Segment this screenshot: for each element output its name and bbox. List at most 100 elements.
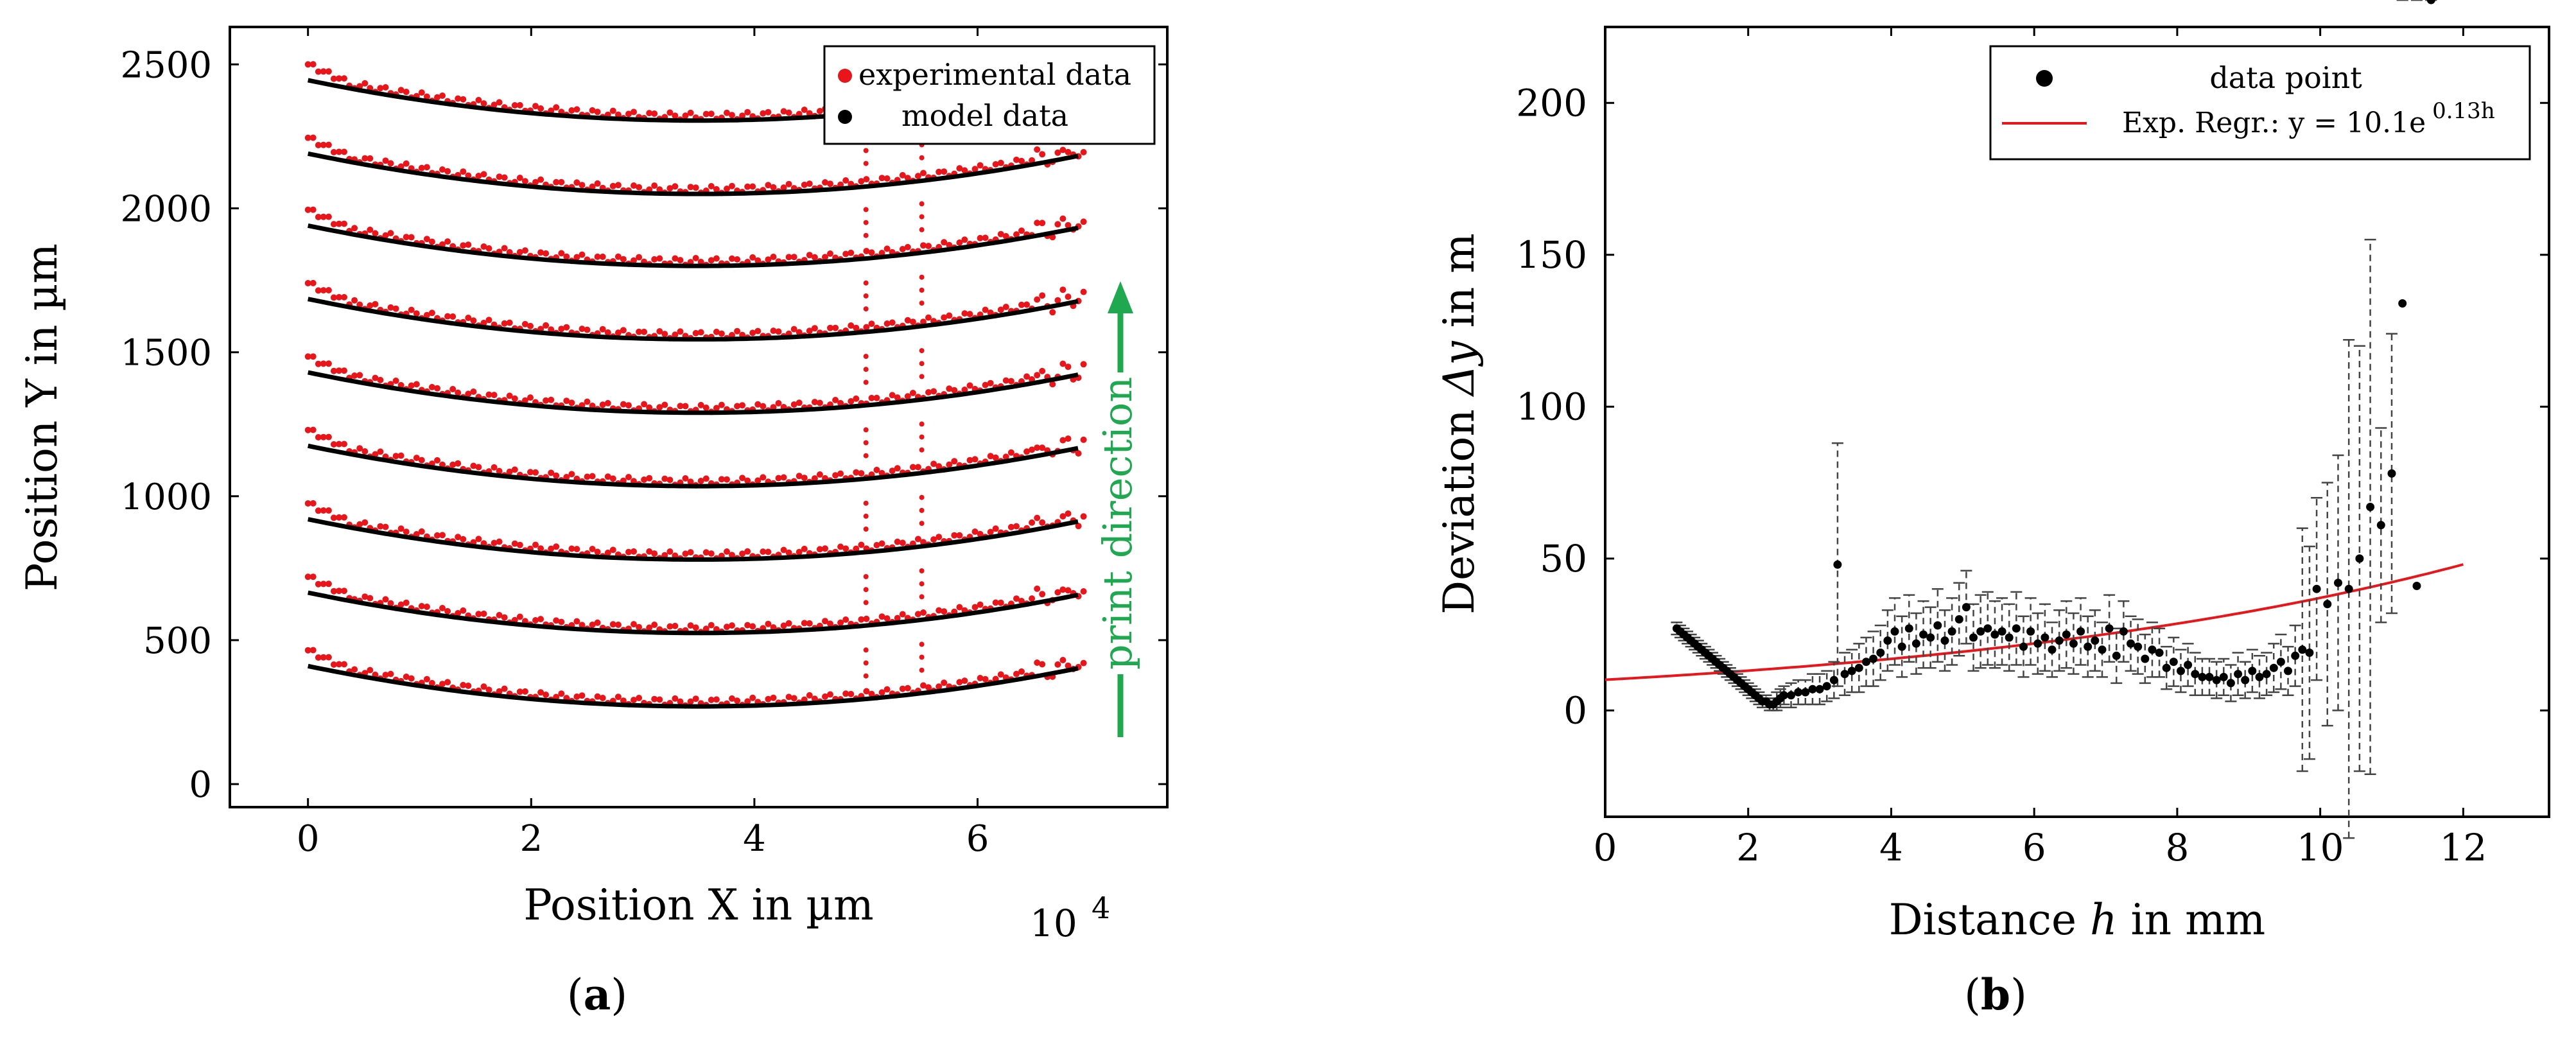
experimental-point xyxy=(309,500,317,507)
experimental-point xyxy=(336,440,342,448)
experimental-point xyxy=(941,608,948,615)
experimental-point xyxy=(631,182,637,189)
experimental-point xyxy=(1029,157,1036,164)
panel-b-x-tick-label: 10 xyxy=(2297,826,2344,869)
experimental-point xyxy=(418,89,425,96)
panel-a-legend-box xyxy=(823,45,1156,145)
experimental-point xyxy=(682,550,689,557)
experimental-point xyxy=(434,385,440,392)
panel-b-y-tick-label: 100 xyxy=(1516,385,1587,428)
experimental-point xyxy=(604,329,611,336)
data-point xyxy=(2387,469,2396,478)
experimental-point xyxy=(382,672,389,679)
experimental-point xyxy=(537,176,544,183)
experimental-point xyxy=(941,314,948,321)
experimental-point xyxy=(837,543,844,550)
experimental-point xyxy=(382,84,389,91)
experimental-point xyxy=(956,679,963,686)
experimental-point xyxy=(304,206,311,213)
model-curve-2 xyxy=(308,590,1079,636)
experimental-point xyxy=(765,109,772,116)
experimental-point xyxy=(387,600,394,607)
experimental-point xyxy=(682,475,689,482)
experimental-point xyxy=(341,148,347,155)
experimental-point xyxy=(692,695,699,702)
data-point xyxy=(1822,682,1831,691)
experimental-point xyxy=(914,173,921,180)
experimental-point xyxy=(822,545,828,552)
caption-a: (a) xyxy=(567,970,627,1020)
experimental-point xyxy=(636,623,643,631)
experimental-point xyxy=(491,392,498,399)
experimental-point xyxy=(397,601,405,608)
experimental-point xyxy=(336,293,342,301)
experimental-point xyxy=(1080,288,1087,295)
experimental-point xyxy=(1080,149,1087,155)
data-point xyxy=(2141,654,2150,663)
panel-a-x-axis-title: Position X in µm xyxy=(523,880,873,930)
experimental-point xyxy=(315,214,322,220)
experimental-point xyxy=(936,683,943,690)
experimental-point xyxy=(919,581,925,587)
experimental-point xyxy=(351,225,358,232)
experimental-point xyxy=(309,647,317,654)
experimental-point xyxy=(744,548,751,555)
experimental-point xyxy=(418,164,425,171)
model-curve-4 xyxy=(307,443,1079,489)
panel-a-x-exponent-power: 4 xyxy=(1092,891,1110,925)
data-point xyxy=(2069,639,2078,648)
experimental-point xyxy=(754,401,761,408)
data-point xyxy=(2098,645,2107,654)
experimental-point xyxy=(543,692,550,698)
panel-b-legend: data point Exp. Regr.: y = 10.1e 0.13h xyxy=(1989,45,2531,161)
experimental-point xyxy=(1034,444,1041,451)
data-point xyxy=(2219,672,2228,681)
experimental-point xyxy=(336,367,342,374)
data-point xyxy=(1883,636,1892,645)
data-point xyxy=(2355,554,2364,563)
panel-b-y-tick-label: 0 xyxy=(1563,688,1587,732)
experimental-point xyxy=(760,474,767,481)
experimental-point xyxy=(982,306,989,313)
model-curve-5 xyxy=(307,370,1079,415)
experimental-point xyxy=(485,245,492,252)
experimental-point xyxy=(579,182,586,189)
experimental-point xyxy=(811,475,818,482)
legend-label-regression-main: Exp. Regr.: y = 10.1e xyxy=(2122,107,2426,139)
data-point xyxy=(2127,639,2135,648)
experimental-point xyxy=(444,679,451,686)
experimental-point xyxy=(992,454,999,461)
experimental-point xyxy=(558,618,565,625)
experimental-point xyxy=(702,405,709,411)
experimental-point xyxy=(1023,301,1031,308)
data-point xyxy=(1990,630,1999,639)
experimental-point xyxy=(687,622,694,629)
experimental-point xyxy=(351,372,358,379)
experimental-point xyxy=(423,164,430,171)
experimental-point xyxy=(631,548,637,555)
experimental-point xyxy=(1039,220,1046,227)
panel-a-y-tick-label: 2000 xyxy=(120,188,212,230)
experimental-point xyxy=(894,538,901,545)
panel-b-y-tick-label: 50 xyxy=(1540,537,1587,580)
experimental-point xyxy=(1013,156,1020,163)
experimental-point xyxy=(790,326,797,333)
experimental-point xyxy=(765,620,772,627)
experimental-point xyxy=(956,165,963,172)
experimental-point xyxy=(946,241,953,248)
experimental-point xyxy=(899,611,906,618)
experimental-point xyxy=(568,471,575,478)
experimental-point xyxy=(480,100,487,107)
experimental-point xyxy=(336,220,342,227)
experimental-point xyxy=(641,401,648,408)
experimental-point xyxy=(1059,146,1066,153)
experimental-point xyxy=(842,250,849,257)
experimental-point xyxy=(863,293,869,299)
experimental-point xyxy=(837,619,844,626)
experimental-point xyxy=(485,391,492,398)
experimental-point xyxy=(496,173,503,180)
experimental-point xyxy=(853,469,860,476)
experimental-point xyxy=(1039,151,1046,158)
experimental-point xyxy=(863,615,870,622)
experimental-point xyxy=(946,312,953,319)
